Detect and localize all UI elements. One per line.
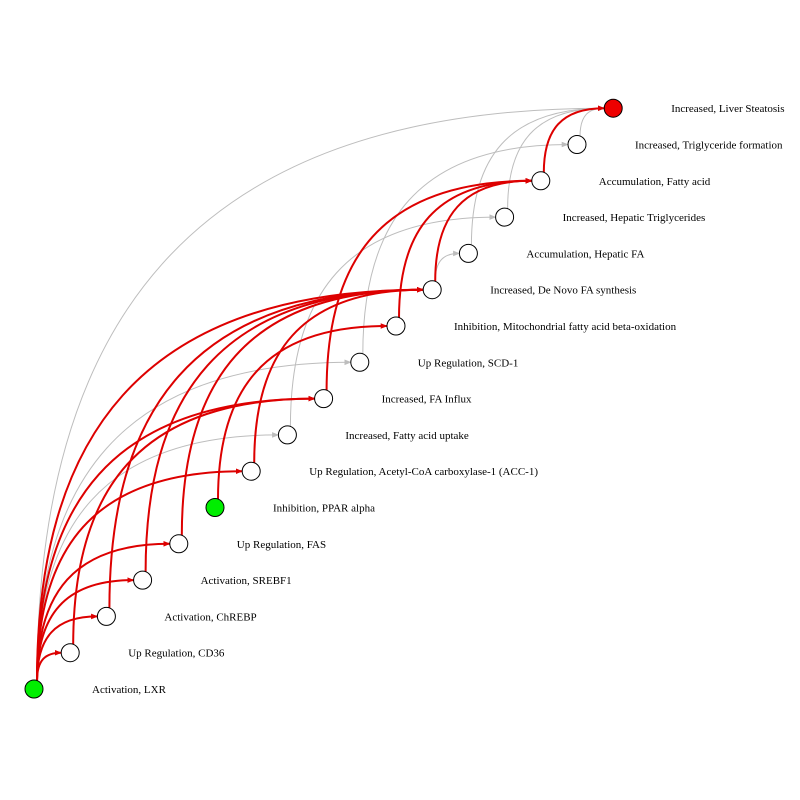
key-edge-0-to-11 [36, 286, 424, 682]
node-label-0: Activation, LXR [92, 684, 167, 696]
edge-12-to-16 [470, 105, 605, 246]
label-layer: Activation, LXR Up Regulation, CD36 Activa… [92, 103, 785, 696]
edge-7-to-13 [289, 214, 497, 427]
node-label-10: Inhibition, Mitochondrial fatty acid bet… [454, 321, 677, 333]
node-1[interactable] [60, 643, 80, 663]
node-5-mie[interactable] [205, 498, 225, 517]
key-edge-5-to-10 [217, 323, 388, 500]
node-8[interactable] [314, 389, 334, 409]
edge-0-to-9 [36, 359, 352, 682]
node-label-14: Accumulation, Fatty acid [599, 176, 711, 188]
node-label-9: Up Regulation, SCD-1 [418, 357, 519, 369]
key-edge-10-to-14 [398, 178, 533, 319]
key-edge-0-to-8 [36, 395, 316, 682]
node-label-5: Inhibition, PPAR alpha [273, 503, 375, 515]
key-edge-8-to-14 [325, 178, 533, 391]
node-label-13: Increased, Hepatic Triglycerides [563, 212, 706, 224]
node-2[interactable] [96, 606, 116, 626]
node-0-mie[interactable] [24, 679, 44, 699]
node-16-adverse-outcome[interactable] [603, 98, 623, 118]
node-15[interactable] [567, 135, 587, 154]
node-7[interactable] [277, 425, 297, 445]
node-6[interactable] [241, 461, 261, 481]
node-9[interactable] [350, 352, 370, 372]
key-edge-2-to-11 [108, 286, 424, 609]
node-label-3: Activation, SREBF1 [201, 575, 292, 587]
node-label-8: Increased, FA Influx [382, 394, 472, 406]
edge-11-to-12 [434, 250, 461, 282]
edge-13-to-16 [507, 105, 605, 210]
node-label-11: Increased, De Novo FA synthesis [490, 285, 636, 297]
node-13[interactable] [495, 207, 515, 227]
key-edge-14-to-16 [542, 105, 605, 173]
node-11[interactable] [422, 280, 442, 300]
node-label-12: Accumulation, Hepatic FA [526, 248, 644, 260]
key-pathway-edges [36, 105, 605, 682]
key-edge-6-to-11 [253, 286, 424, 464]
node-label-4: Up Regulation, FAS [237, 539, 326, 551]
edge-9-to-15 [362, 141, 569, 355]
key-edge-0-to-3 [36, 577, 135, 682]
node-10[interactable] [386, 316, 406, 336]
node-4[interactable] [169, 534, 189, 554]
node-label-7: Increased, Fatty acid uptake [345, 430, 469, 442]
edge-0-to-16 [36, 105, 605, 682]
key-edge-0-to-1 [36, 649, 62, 682]
node-14[interactable] [531, 171, 551, 191]
node-label-15: Increased, Triglyceride formation [635, 140, 783, 152]
node-label-16: Increased, Liver Steatosis [671, 103, 784, 115]
node-label-2: Activation, ChREBP [164, 611, 256, 623]
edge-15-to-16 [579, 105, 605, 137]
key-edge-4-to-11 [180, 286, 424, 536]
key-edge-1-to-8 [72, 395, 316, 645]
key-edge-3-to-11 [144, 286, 424, 573]
node-3[interactable] [133, 570, 153, 590]
node-label-6: Up Regulation, Acetyl-CoA carboxylase-1 … [309, 466, 538, 478]
key-edge-11-to-14 [434, 178, 533, 282]
node-layer [24, 98, 623, 699]
node-12[interactable] [458, 243, 478, 263]
node-label-1: Up Regulation, CD36 [128, 648, 225, 660]
